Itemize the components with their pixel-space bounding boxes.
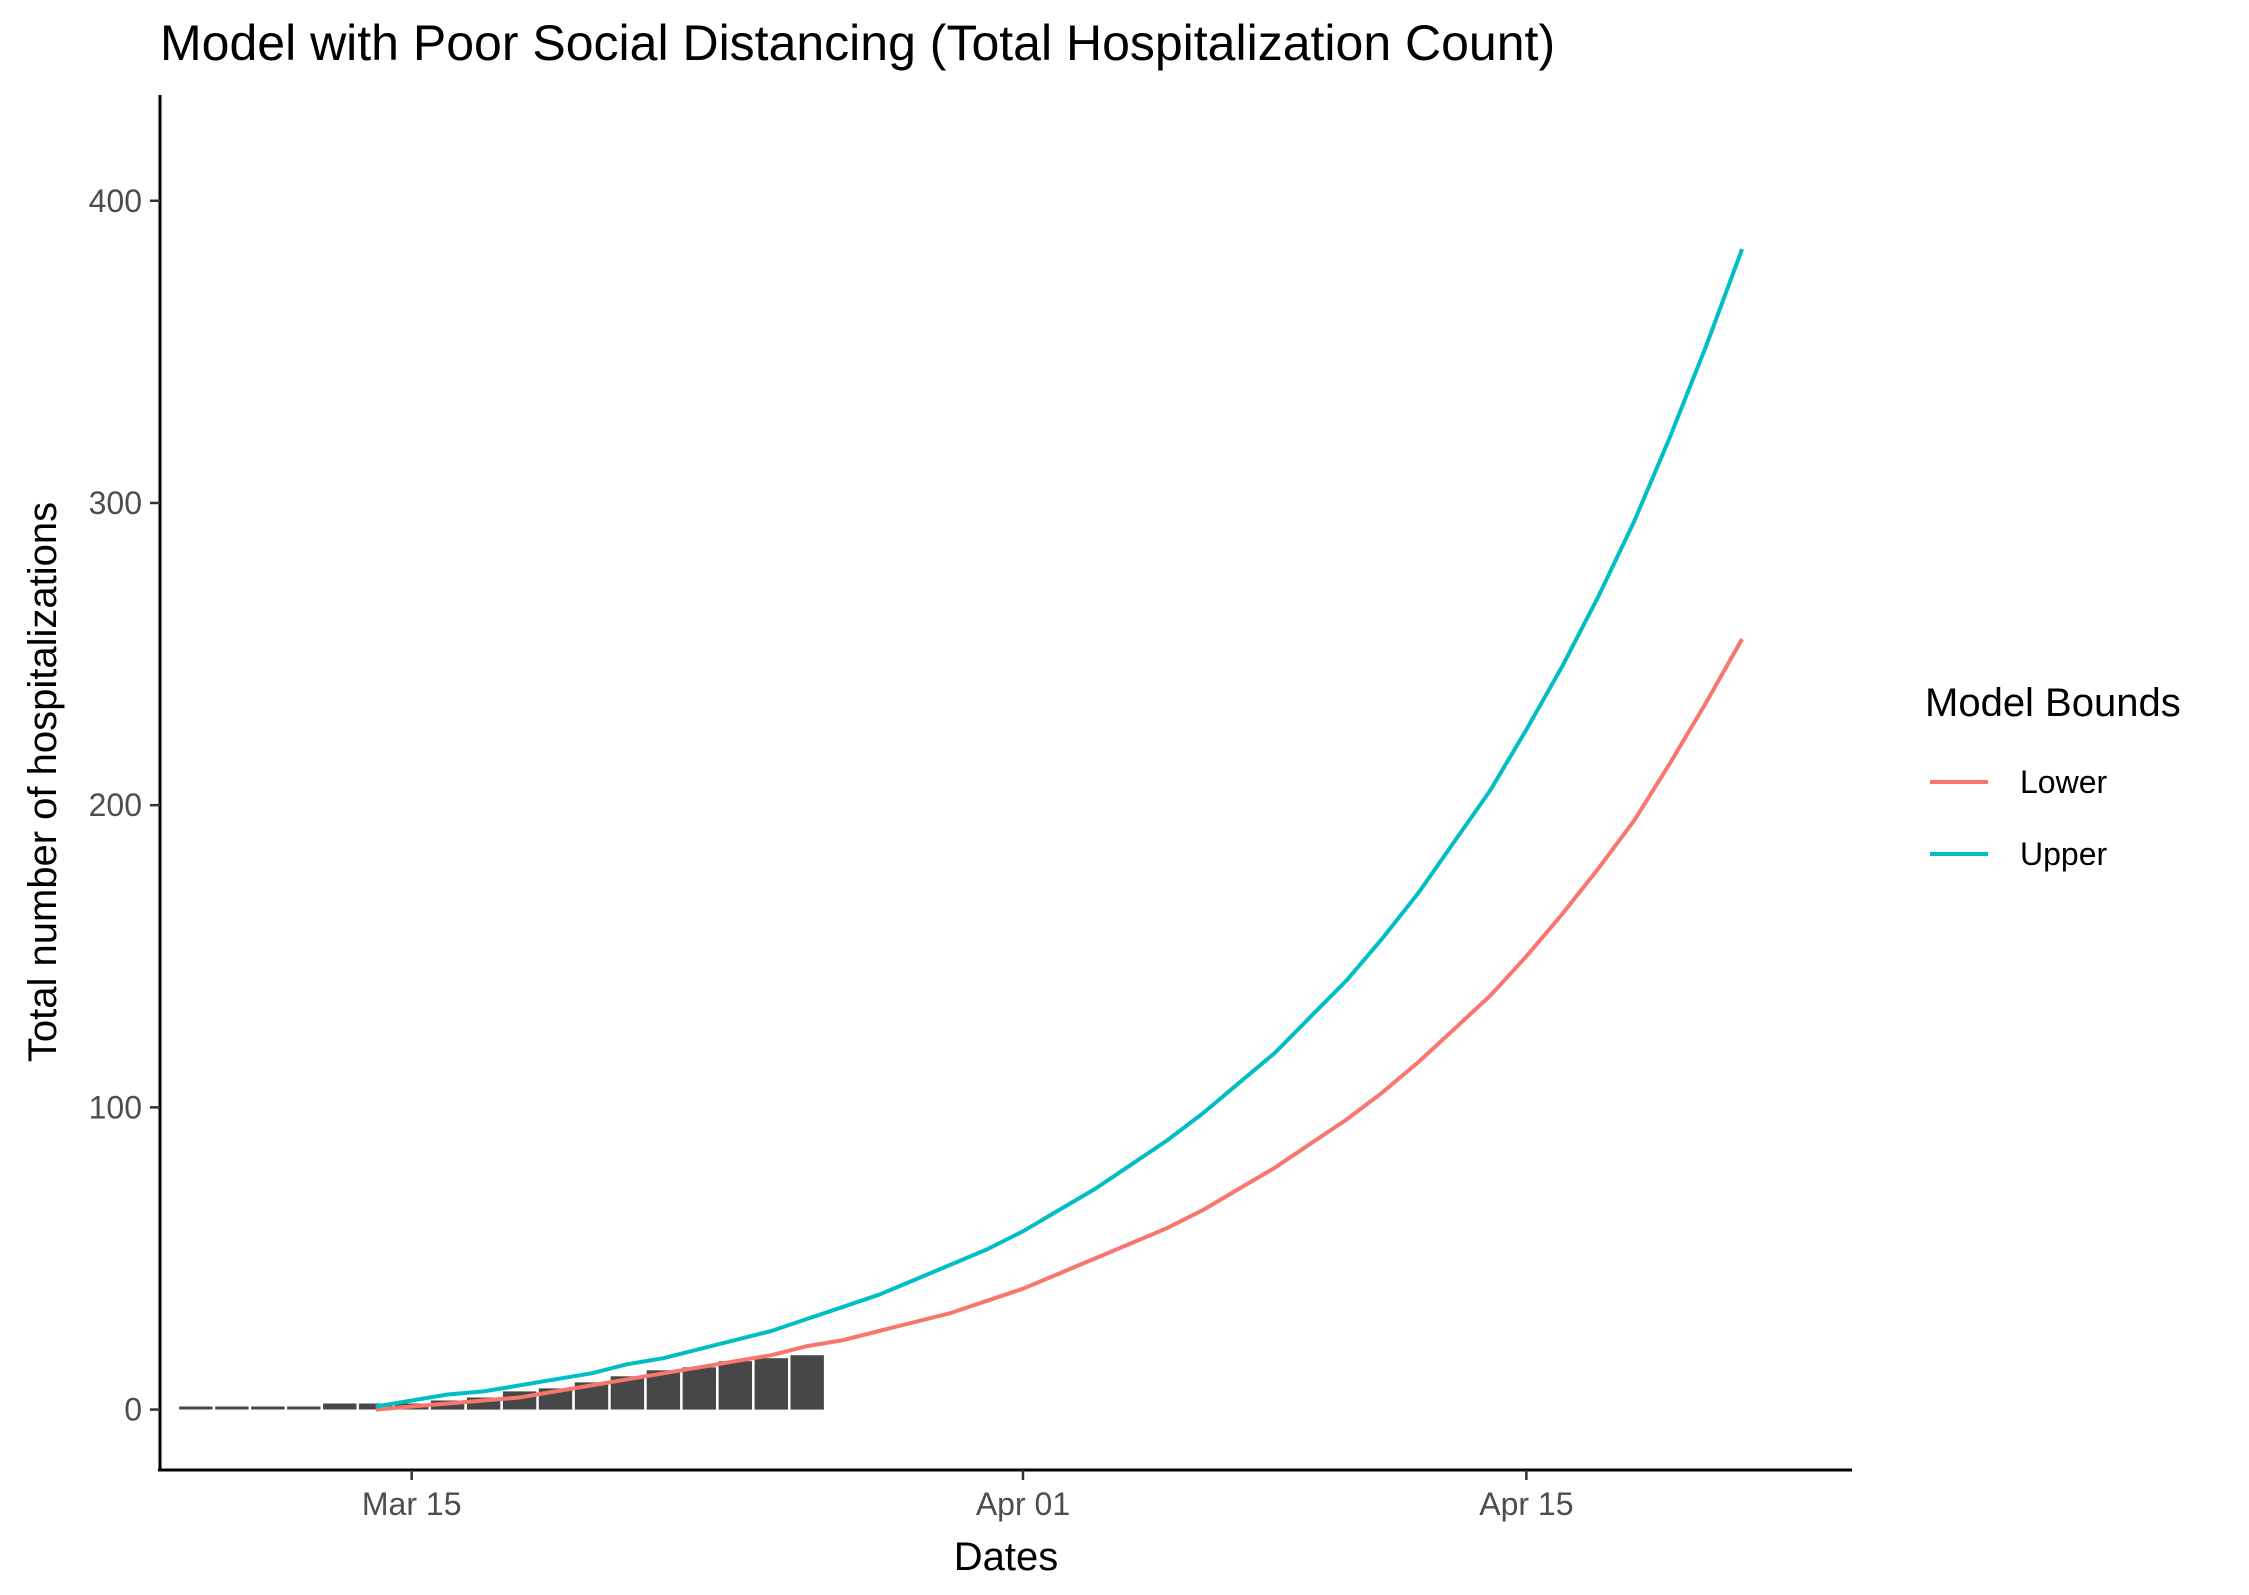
- legend-label-upper: Upper: [2020, 836, 2108, 872]
- y-axis-ticks: 0 100 200 300 400: [89, 183, 160, 1428]
- bar: [179, 1406, 213, 1410]
- series-line-upper: [375, 248, 1744, 1409]
- legend-items: Lower Upper: [1930, 764, 2108, 872]
- lines-layer: [375, 248, 1744, 1412]
- bar: [287, 1406, 321, 1410]
- bar: [790, 1355, 824, 1410]
- bar: [323, 1403, 357, 1410]
- y-tick-label: 200: [89, 787, 142, 823]
- y-tick-label: 400: [89, 183, 142, 219]
- x-tick-label: Mar 15: [362, 1486, 462, 1522]
- legend-label-lower: Lower: [2020, 764, 2108, 800]
- x-tick-label: Apr 01: [976, 1486, 1070, 1522]
- plot-area: [179, 248, 1744, 1412]
- bar: [215, 1406, 249, 1410]
- y-tick-label: 300: [89, 485, 142, 521]
- y-axis-title: Total number of hospitalizations: [21, 502, 65, 1062]
- legend-title: Model Bounds: [1925, 681, 2181, 725]
- bar: [718, 1361, 752, 1410]
- bar: [251, 1406, 285, 1410]
- y-tick-label: 0: [124, 1392, 142, 1428]
- chart-title: Model with Poor Social Distancing (Total…: [160, 15, 1555, 71]
- x-axis-title: Dates: [954, 1535, 1059, 1579]
- legend: Model Bounds Lower Upper: [1925, 681, 2181, 872]
- bar: [754, 1358, 788, 1410]
- x-tick-label: Apr 15: [1479, 1486, 1573, 1522]
- x-axis-ticks: Mar 15 Apr 01 Apr 15: [362, 1470, 1574, 1522]
- bar: [682, 1367, 716, 1410]
- series-line-lower: [375, 638, 1744, 1412]
- y-tick-label: 100: [89, 1089, 142, 1125]
